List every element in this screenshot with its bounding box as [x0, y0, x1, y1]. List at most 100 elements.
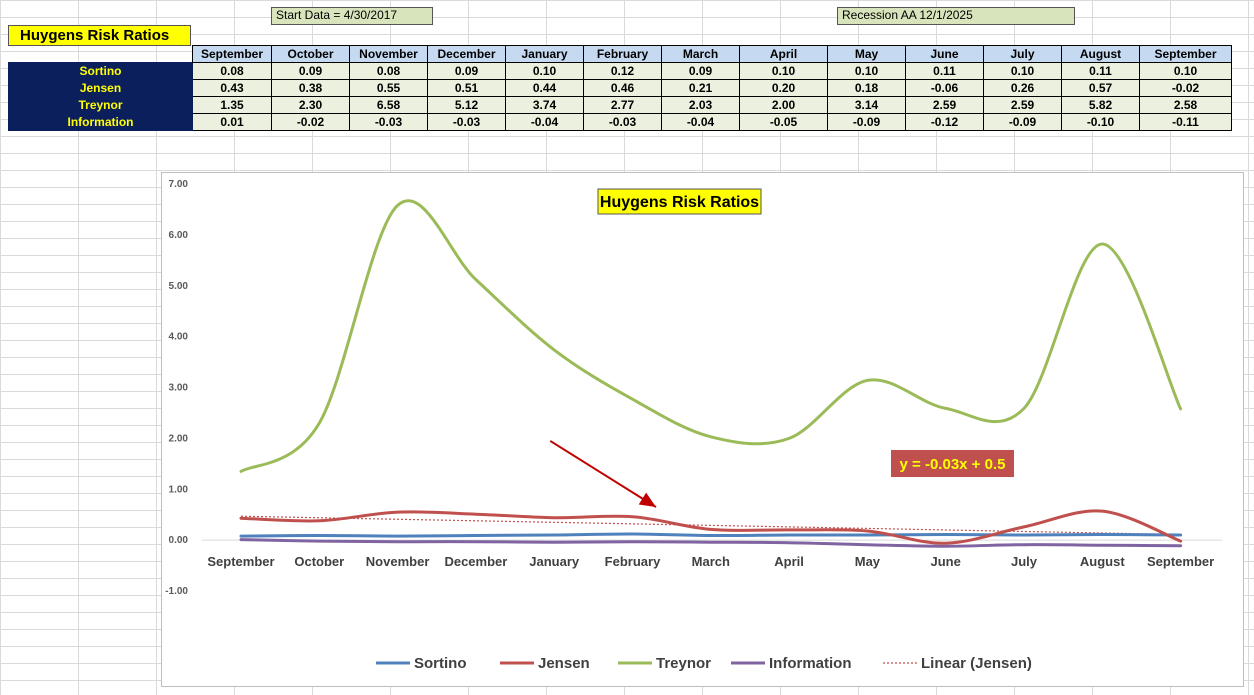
- y-tick-label: 0.00: [169, 535, 189, 546]
- table-cell: -0.02: [271, 113, 350, 131]
- table-cell: 0.51: [427, 79, 506, 97]
- table-cell: 0.10: [505, 62, 584, 80]
- table-cell: 2.00: [739, 96, 828, 114]
- table-cell: 0.21: [661, 79, 740, 97]
- table-cell: 0.09: [661, 62, 740, 80]
- trendline-equation: y = -0.03x + 0.5: [900, 456, 1006, 473]
- table-cell: 6.58: [349, 96, 428, 114]
- x-tick-label: June: [931, 554, 961, 569]
- table-cell: 3.74: [505, 96, 584, 114]
- table-cell: 5.82: [1061, 96, 1140, 114]
- x-tick-label: November: [366, 554, 430, 569]
- sheet-title: Huygens Risk Ratios: [8, 25, 191, 46]
- table-cell: 0.20: [739, 79, 828, 97]
- table-cell: 0.08: [349, 62, 428, 80]
- table-cell: -0.03: [427, 113, 506, 131]
- y-tick-label: 6.00: [169, 230, 189, 241]
- y-tick-label: 4.00: [169, 332, 189, 343]
- table-cell: 2.30: [271, 96, 350, 114]
- legend-label-linear-jensen: Linear (Jensen): [921, 655, 1032, 672]
- table-row-sortino: Sortino 0.08 0.09 0.08 0.09 0.10 0.12 0.09 0.10 0…: [8, 62, 1232, 80]
- table-cell: 1.35: [192, 96, 272, 114]
- table-cell: 0.43: [192, 79, 272, 97]
- table-cell: 2.59: [983, 96, 1062, 114]
- table-cell: -0.10: [1061, 113, 1140, 131]
- x-tick-label: May: [855, 554, 881, 569]
- column-header-1: October: [271, 45, 350, 63]
- column-header-10: July: [983, 45, 1062, 63]
- column-header-2: November: [349, 45, 428, 63]
- x-tick-label: April: [774, 554, 804, 569]
- trendline-equation-box: [891, 450, 1014, 477]
- series-line-jensen: [239, 509, 1183, 545]
- annotation-arrow-head: [638, 492, 656, 508]
- column-header-4: January: [505, 45, 584, 63]
- series-line-information: [239, 538, 1183, 548]
- legend-label-information: Information: [769, 655, 852, 672]
- table-cell: 2.03: [661, 96, 740, 114]
- line-chart: 7.00 6.00 5.00 4.00 3.00 2.00 1.00 0.00 -1.00 Sep…: [165, 179, 1222, 672]
- x-tick-label: February: [605, 554, 661, 569]
- start-date-note: Start Data = 4/30/2017: [271, 7, 433, 25]
- table-cell: 0.11: [905, 62, 984, 80]
- y-tick-label: 7.00: [169, 179, 189, 190]
- table-cell: -0.04: [661, 113, 740, 131]
- table-cell: 0.57: [1061, 79, 1140, 97]
- table-row-jensen: Jensen 0.43 0.38 0.55 0.51 0.44 0.46 0.21 0.20 0.…: [8, 79, 1232, 97]
- table-cell: 0.12: [583, 62, 662, 80]
- table-body: Sortino 0.08 0.09 0.08 0.09 0.10 0.12 0.09 0.10 0…: [8, 62, 1232, 131]
- series-line-treynor: [239, 199, 1183, 473]
- y-tick-label: -1.00: [165, 586, 188, 597]
- table-cell: 0.26: [983, 79, 1062, 97]
- chart-title: Huygens Risk Ratios: [600, 194, 759, 211]
- table-cell: -0.03: [583, 113, 662, 131]
- x-tick-label: September: [1147, 554, 1214, 569]
- risk-ratios-table: September October November December January F…: [8, 45, 1232, 131]
- table-cell: 2.59: [905, 96, 984, 114]
- x-tick-label: October: [294, 554, 344, 569]
- table-cell: -0.09: [827, 113, 906, 131]
- column-header-9: June: [905, 45, 984, 63]
- column-header-6: March: [661, 45, 740, 63]
- x-tick-label: September: [207, 554, 274, 569]
- y-tick-label: 3.00: [169, 383, 189, 394]
- table-cell: 3.14: [827, 96, 906, 114]
- table-cell: 0.09: [271, 62, 350, 80]
- table-cell: -0.11: [1139, 113, 1232, 131]
- legend-label-jensen: Jensen: [538, 655, 590, 672]
- x-tick-label: January: [529, 554, 580, 569]
- column-header-5: February: [583, 45, 662, 63]
- annotation-arrow-shaft: [549, 440, 657, 508]
- table-cell: 0.44: [505, 79, 584, 97]
- table-cell: -0.06: [905, 79, 984, 97]
- column-header-8: May: [827, 45, 906, 63]
- table-cell: 2.58: [1139, 96, 1232, 114]
- column-header-12: September: [1139, 45, 1232, 63]
- legend-label-sortino: Sortino: [414, 655, 467, 672]
- x-tick-label: December: [444, 554, 507, 569]
- table-cell: 0.10: [827, 62, 906, 80]
- table-cell: -0.05: [739, 113, 828, 131]
- chart-frame: 7.00 6.00 5.00 4.00 3.00 2.00 1.00 0.00 -1.00 Sep…: [161, 172, 1244, 687]
- x-tick-label: August: [1080, 554, 1125, 569]
- y-tick-label: 2.00: [169, 433, 189, 444]
- table-cell: -0.09: [983, 113, 1062, 131]
- table-cell: 0.55: [349, 79, 428, 97]
- table-cell: 0.10: [1139, 62, 1232, 80]
- y-tick-label: 1.00: [169, 484, 189, 495]
- column-header-0: September: [192, 45, 272, 63]
- table-cell: 0.46: [583, 79, 662, 97]
- column-header-11: August: [1061, 45, 1140, 63]
- series-line-sortino: [239, 532, 1183, 538]
- table-cell: 2.77: [583, 96, 662, 114]
- x-tick-label: March: [692, 554, 730, 569]
- table-cell: -0.12: [905, 113, 984, 131]
- row-label: Jensen: [8, 79, 193, 97]
- table-cell: -0.04: [505, 113, 584, 131]
- table-cell: -0.03: [349, 113, 428, 131]
- table-corner: [9, 46, 193, 63]
- column-header-7: April: [739, 45, 828, 63]
- row-label: Sortino: [8, 62, 193, 80]
- table-header-row: September October November December January F…: [9, 45, 1232, 63]
- trendline-jensen: [240, 515, 1181, 536]
